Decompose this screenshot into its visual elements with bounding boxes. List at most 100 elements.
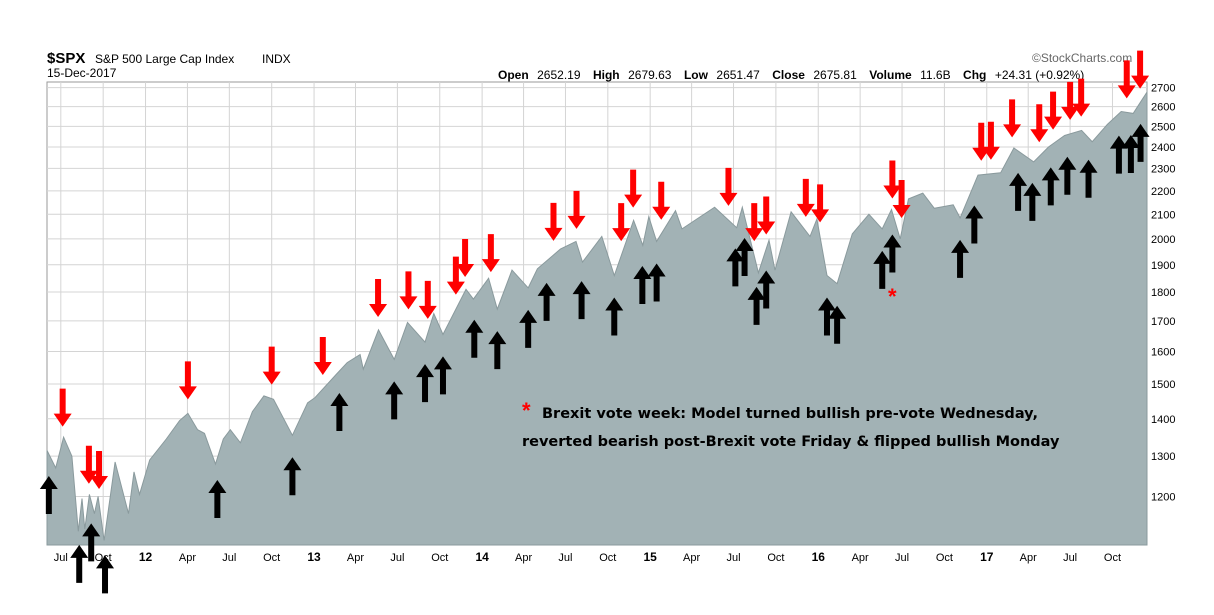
annotation-line-1: Brexit vote week: Model turned bullish p…: [542, 406, 1038, 422]
y-tick-label: 1700: [1151, 316, 1175, 328]
bearish-arrow: [313, 336, 332, 375]
bearish-arrow: [178, 361, 197, 400]
price-area: [46, 90, 1148, 546]
bullish-arrow: [572, 281, 591, 320]
open-label: Open: [498, 68, 529, 82]
x-tick-label: 16: [812, 550, 826, 564]
bullish-arrow: [1109, 135, 1128, 174]
volume-label: Volume: [869, 68, 912, 82]
x-tick-label: Jul: [222, 552, 236, 564]
volume-value: 11.6B: [920, 68, 950, 82]
bullish-arrow: [1079, 159, 1098, 198]
bullish-arrow: [1121, 135, 1140, 174]
chg-value: +24.31 (+0.92%): [995, 68, 1084, 82]
bearish-arrow: [567, 190, 586, 229]
close-value: 2675.81: [813, 68, 857, 82]
x-tick-label: 14: [475, 550, 489, 564]
signal-arrows: [39, 50, 1150, 594]
bearish-arrow: [1061, 81, 1080, 120]
bullish-arrow: [735, 238, 754, 277]
x-tick-label: Jul: [558, 552, 572, 564]
bullish-arrow: [330, 393, 349, 432]
bullish-arrow: [605, 297, 624, 336]
x-tick-label: 15: [644, 550, 658, 564]
annotation-line-2: reverted bearish post-Brexit vote Friday…: [522, 434, 1060, 450]
x-tick-label: Apr: [852, 552, 869, 564]
bullish-arrow: [828, 305, 847, 344]
bullish-arrow: [726, 248, 745, 287]
bearish-arrow: [90, 451, 109, 490]
bullish-arrow: [70, 544, 89, 583]
bullish-arrow: [416, 364, 435, 403]
x-tick-label: 12: [139, 550, 153, 564]
bearish-arrow: [745, 203, 764, 242]
x-tick-label: Jul: [390, 552, 404, 564]
bullish-arrow: [1009, 172, 1028, 211]
bullish-arrow: [385, 381, 404, 420]
bearish-arrow: [811, 184, 830, 223]
bullish-arrow: [488, 331, 507, 370]
bearish-arrow: [1117, 60, 1136, 99]
bullish-arrow: [883, 234, 902, 273]
x-tick-label: Apr: [683, 552, 700, 564]
y-axis: 1200 1300 1400 1500 1600 1700 1800 1900 2000 2100…: [1151, 83, 1175, 504]
x-tick-label: Oct: [1104, 552, 1121, 564]
x-tick-label: Oct: [767, 552, 784, 564]
open-value: 2652.19: [537, 68, 581, 82]
bullish-arrow: [537, 282, 556, 321]
index-name: S&P 500 Large Cap Index: [95, 52, 234, 66]
bearish-arrow: [612, 203, 631, 242]
bearish-arrow: [1003, 99, 1022, 138]
x-tick-label: 13: [307, 550, 321, 564]
bullish-arrow: [208, 479, 227, 518]
bullish-arrow: [465, 319, 484, 358]
y-tick-label: 2000: [1151, 234, 1175, 246]
bearish-arrow: [1072, 78, 1091, 117]
bearish-arrow: [544, 202, 563, 241]
y-tick-label: 1800: [1151, 287, 1175, 299]
x-tick-label: Apr: [1020, 552, 1037, 564]
bearish-arrow: [892, 180, 911, 219]
bullish-arrow: [1131, 123, 1150, 162]
x-tick-label: Apr: [347, 552, 364, 564]
bearish-arrow: [796, 178, 815, 217]
y-tick-label: 2400: [1151, 142, 1175, 154]
high-label: High: [593, 68, 620, 82]
bearish-arrow: [262, 346, 281, 385]
close-label: Close: [772, 68, 805, 82]
bullish-arrow: [633, 265, 652, 304]
bearish-arrow: [456, 238, 475, 277]
x-tick-label: Jul: [726, 552, 740, 564]
chart-date: 15-Dec-2017: [47, 66, 117, 80]
bullish-arrow: [1023, 182, 1042, 221]
y-tick-label: 2200: [1151, 186, 1175, 198]
annotation-star: *: [522, 398, 531, 423]
bullish-arrow: [283, 457, 302, 496]
bullish-arrow: [647, 263, 666, 302]
stockcharts-watermark: ©StockCharts.com: [1032, 51, 1132, 65]
y-tick-label: 2500: [1151, 121, 1175, 133]
bullish-arrow: [519, 309, 538, 348]
y-tick-label: 1500: [1151, 379, 1175, 391]
brexit-star-marker: *: [888, 284, 897, 309]
bearish-arrow: [369, 278, 388, 317]
bullish-arrow: [1058, 156, 1077, 195]
high-value: 2679.63: [628, 68, 672, 82]
x-tick-label: Jul: [1063, 552, 1077, 564]
y-tick-label: 1600: [1151, 346, 1175, 358]
y-tick-label: 2300: [1151, 163, 1175, 175]
bearish-arrow: [624, 169, 643, 208]
bullish-arrow: [96, 555, 115, 594]
x-tick-label: Oct: [431, 552, 448, 564]
bearish-arrow: [757, 196, 776, 235]
x-tick-label: Jul: [895, 552, 909, 564]
quote-line: Open 2652.19 High 2679.63 Low 2651.47 Cl…: [498, 66, 1084, 83]
y-tick-label: 1200: [1151, 492, 1175, 504]
y-tick-label: 2100: [1151, 209, 1175, 221]
x-axis: Jul Oct 12 Apr Jul Oct 13 Apr Jul Oct 14 Apr Jul Oct 1…: [54, 550, 1121, 564]
bullish-arrow: [433, 356, 452, 395]
y-tick-label: 1900: [1151, 260, 1175, 272]
bullish-arrow: [747, 286, 766, 325]
bearish-arrow: [446, 256, 465, 295]
